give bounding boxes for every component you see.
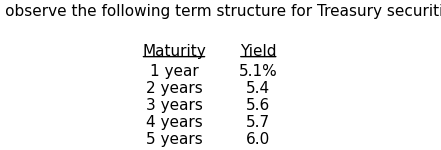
Text: Maturity: Maturity: [142, 44, 206, 59]
Text: 2 years: 2 years: [146, 81, 202, 96]
Text: Yield: Yield: [240, 44, 277, 59]
Text: 4 years: 4 years: [146, 115, 202, 130]
Text: 5.4: 5.4: [246, 81, 270, 96]
Text: 1 year: 1 year: [149, 64, 198, 79]
Text: 5.6: 5.6: [246, 98, 270, 113]
Text: 5.7: 5.7: [246, 115, 270, 130]
Text: 3 years: 3 years: [146, 98, 202, 113]
Text: You observe the following term structure for Treasury securities:: You observe the following term structure…: [0, 4, 441, 19]
Text: 6.0: 6.0: [246, 132, 270, 147]
Text: 5.1%: 5.1%: [239, 64, 278, 79]
Text: 5 years: 5 years: [146, 132, 202, 147]
